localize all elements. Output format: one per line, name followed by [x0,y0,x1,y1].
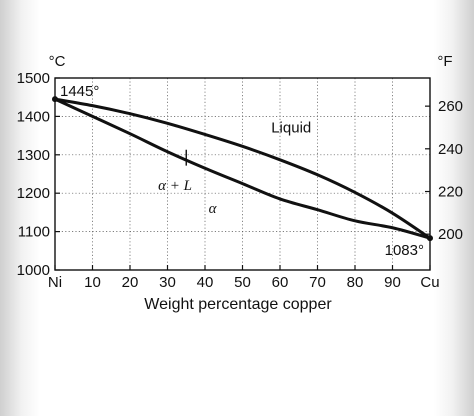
x-axis-title: Weight percentage copper [144,296,332,313]
label-copper-melting-point: 1083° [385,242,424,259]
y-right-tick-label: 260 [438,98,463,115]
x-tick-label: Ni [48,274,62,291]
x-tick-label: 30 [159,274,176,291]
x-tick-label: 70 [309,274,326,291]
x-tick-label: 40 [197,274,214,291]
label-two-phase-region: α + L [158,178,192,194]
y-left-tick-label: 1300 [17,147,50,164]
y-axis-left-unit: °C [49,53,66,70]
liquidus-curve [53,97,432,240]
x-tick-label: 10 [84,274,101,291]
y-left-tick-label: 1100 [18,224,50,241]
y-right-tick-label: 220 [438,184,463,201]
tick-layer: Ni 10 20 30 40 50 60 70 80 90 Cu 1000 1100 1200 1300 14… [17,70,463,291]
y-right-tick-label: 240 [438,141,463,158]
x-tick-label: 80 [347,274,364,291]
x-tick-label: Cu [420,274,439,291]
curve-layer [52,96,433,242]
grid-layer [55,78,430,270]
x-tick-label: 90 [384,274,401,291]
label-nickel-melting-point: 1445° [60,83,99,100]
x-tick-label: 60 [272,274,289,291]
y-left-tick-label: 1400 [17,108,50,125]
y-axis-right-unit: °F [437,53,452,70]
x-tick-label: 20 [122,274,139,291]
label-liquid-region: Liquid [271,120,311,137]
label-alpha-region: α [209,201,218,217]
annotation-layer: 1445° 1083° Liquid α + L α [60,83,424,259]
y-right-tick-label: 200 [438,226,463,243]
x-tick-label: 50 [234,274,251,291]
y-left-tick-label: 1500 [17,70,50,87]
y-left-tick-label: 1200 [17,185,50,202]
solidus-curve [53,97,432,240]
y-left-tick-label: 1000 [17,262,50,279]
